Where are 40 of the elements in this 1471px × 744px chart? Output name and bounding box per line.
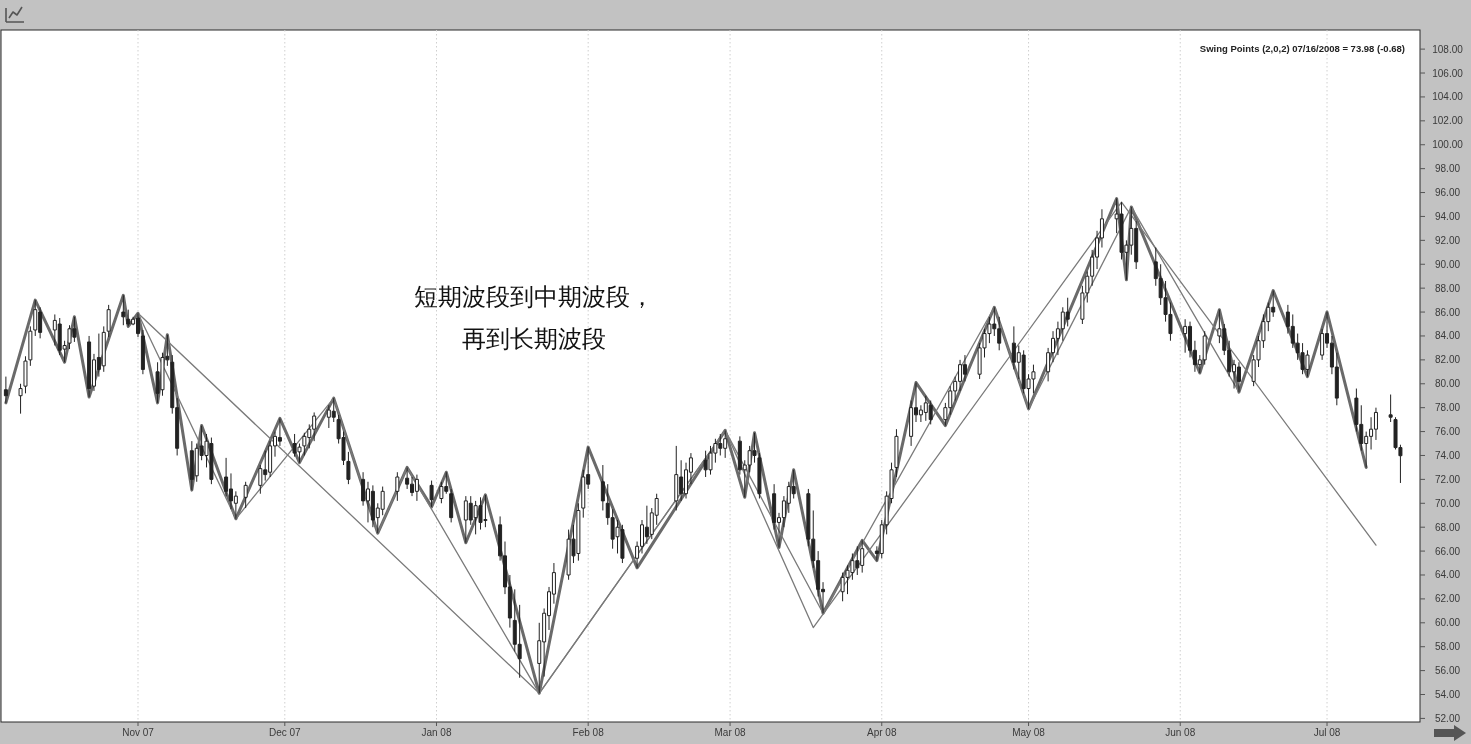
y-tick-label: 94.00 [1434,210,1461,222]
y-tick-label: 108.00 [1432,43,1464,55]
y-tick-label: 90.00 [1434,258,1461,270]
y-tick-label: 104.00 [1432,91,1464,103]
y-tick-label: 78.00 [1434,402,1461,414]
y-tick-label: 88.00 [1434,282,1461,294]
y-tick-label: 68.00 [1434,521,1461,533]
text: Swing Points (2,0,2) 07/16/2008 = 73.98 (-0.68) [1199,43,1405,54]
y-tick-label: 98.00 [1434,163,1461,175]
x-tick-label: Dec 07 [268,727,302,738]
y-tick-label: 82.00 [1434,354,1461,366]
x-tick-label: May 08 [1012,727,1046,738]
y-tick-label: 84.00 [1434,330,1461,342]
x-tick-label: Jan 08 [421,727,452,738]
y-tick-label: 60.00 [1434,617,1461,629]
y-tick-label: 96.00 [1434,187,1461,199]
y-tick-label: 52.00 [1434,712,1461,724]
y-tick-label: 106.00 [1432,67,1464,79]
x-tick-label: Nov 07 [122,727,155,738]
y-tick-label: 92.00 [1434,234,1461,246]
y-tick-label: 64.00 [1434,569,1461,581]
y-tick-label: 62.00 [1434,593,1461,605]
y-tick-label: 56.00 [1434,665,1461,677]
x-tick-label: Jun 08 [1165,727,1196,738]
annotation: 短期波段到中期波段，再到长期波段 [413,283,654,352]
y-tick-label: 76.00 [1434,426,1461,438]
x-tick-label: Feb 08 [572,727,605,738]
y-tick-label: 80.00 [1434,378,1461,390]
y-tick-label: 58.00 [1434,641,1461,653]
y-tick-label: 74.00 [1434,449,1461,461]
x-tick-label: Mar 08 [714,727,747,738]
y-tick-label: 66.00 [1434,545,1461,557]
y-tick-label: 100.00 [1432,139,1464,151]
x-tick-label: Apr 08 [867,727,897,738]
y-tick-label: 72.00 [1434,473,1461,485]
x-tick-label: Jul 08 [1313,727,1341,738]
y-tick-label: 70.00 [1434,497,1461,509]
y-tick-label: 86.00 [1434,306,1461,318]
y-tick-label: 54.00 [1434,689,1461,701]
y-tick-label: 102.00 [1432,115,1464,127]
